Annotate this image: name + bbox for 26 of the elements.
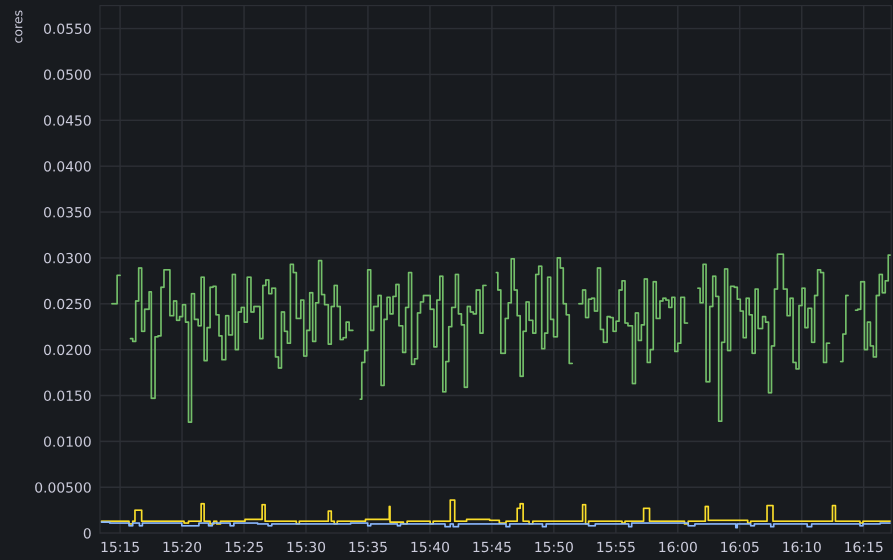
x-tick-label: 16:05 bbox=[721, 542, 759, 552]
y-tick-label: 0.0300 bbox=[44, 252, 91, 264]
y-tick-label: 0.0200 bbox=[44, 344, 91, 356]
x-tick-label: 15:35 bbox=[349, 542, 387, 552]
y-axis-title: cores bbox=[15, 10, 22, 43]
y-tick-label: 0.0350 bbox=[44, 206, 91, 218]
x-tick-label: 15:25 bbox=[226, 542, 263, 552]
y-tick-label: 0.0500 bbox=[44, 69, 91, 80]
x-tick-label: 15:15 bbox=[102, 542, 139, 552]
x-tick-label: 15:55 bbox=[597, 542, 635, 552]
x-tick-label: 15:30 bbox=[288, 542, 326, 552]
y-tick-label: 0.0100 bbox=[44, 436, 91, 447]
x-tick-label: 15:45 bbox=[473, 542, 511, 552]
y-tick-label: 0.0550 bbox=[44, 24, 91, 34]
y-tick-label: 0 bbox=[84, 528, 91, 539]
x-tick-label: 16:00 bbox=[659, 542, 697, 552]
x-tick-label: 16:15 bbox=[845, 542, 882, 552]
y-tick-label: 0.0250 bbox=[44, 298, 91, 310]
y-tick-label: 0.0400 bbox=[44, 161, 91, 172]
x-tick-label: 16:10 bbox=[783, 542, 821, 552]
x-tick-label: 15:20 bbox=[164, 542, 202, 552]
x-tick-label: 15:50 bbox=[535, 542, 573, 552]
y-tick-label: 0.0150 bbox=[44, 390, 91, 401]
y-tick-label: 0.0450 bbox=[44, 115, 91, 126]
y-tick-label: 0.00500 bbox=[35, 482, 91, 493]
x-tick-label: 15:40 bbox=[411, 542, 450, 552]
